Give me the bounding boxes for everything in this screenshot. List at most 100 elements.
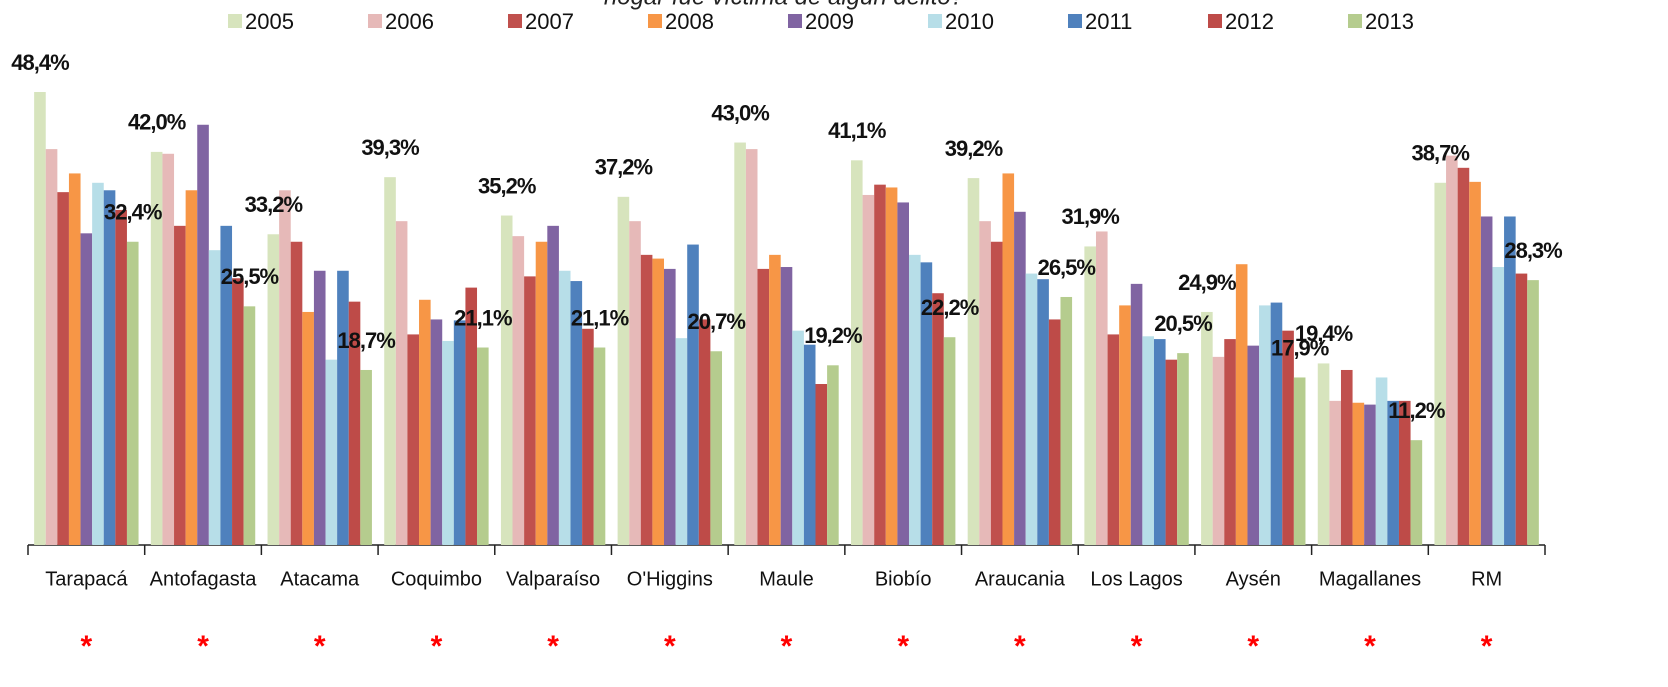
bar <box>1259 305 1271 545</box>
chart-title: hogar fue víctima de algún delito? <box>604 0 965 10</box>
bar <box>208 250 221 546</box>
data-label: 35,2% <box>478 173 536 198</box>
bar <box>734 142 746 545</box>
legend-swatch <box>1068 14 1082 28</box>
x-tick-label: Araucania <box>975 568 1066 590</box>
x-tick-label: Biobío <box>875 568 932 590</box>
data-label: 39,2% <box>945 136 1003 161</box>
bar <box>1247 345 1260 545</box>
bar <box>1317 363 1330 545</box>
bar <box>932 293 944 545</box>
legend-swatch <box>788 14 802 28</box>
bar <box>698 319 711 545</box>
bar <box>126 241 139 545</box>
bar <box>232 278 244 545</box>
bar <box>442 340 454 545</box>
bar <box>57 192 69 545</box>
data-label: 19,4% <box>1295 321 1353 346</box>
bar <box>45 149 58 546</box>
legend-swatch <box>508 14 522 28</box>
bar <box>885 187 898 545</box>
bar <box>652 258 665 545</box>
bar <box>1025 273 1038 545</box>
bar <box>430 319 443 545</box>
x-tick-label: Coquimbo <box>391 568 482 590</box>
data-label: 38,7% <box>1412 141 1470 166</box>
bar <box>1107 334 1120 545</box>
bar <box>1014 211 1026 546</box>
bar <box>337 270 349 545</box>
bar <box>1480 216 1493 546</box>
bar <box>769 254 781 545</box>
bar <box>220 225 233 545</box>
data-label: 20,7% <box>688 309 746 334</box>
bar <box>1142 336 1154 545</box>
bar <box>745 149 758 546</box>
bar <box>1270 302 1283 545</box>
bar <box>1165 359 1178 545</box>
bar <box>629 221 641 545</box>
bar <box>664 268 676 545</box>
bar <box>1457 167 1470 545</box>
bar <box>384 177 396 545</box>
data-label: 39,3% <box>361 135 419 160</box>
data-label: 22,2% <box>921 295 979 320</box>
legend-label: 2008 <box>665 9 714 34</box>
x-tick-label: Magallanes <box>1319 568 1421 590</box>
bar <box>967 178 980 546</box>
bar <box>1002 173 1015 546</box>
legend-label: 2012 <box>1225 9 1274 34</box>
data-label: 28,3% <box>1504 238 1562 263</box>
bar <box>617 196 630 545</box>
bar <box>1340 369 1353 545</box>
data-label: 21,1% <box>454 305 512 330</box>
bar <box>1282 330 1294 545</box>
bar <box>500 215 513 545</box>
significance-marker: * <box>81 630 93 663</box>
bar <box>174 225 186 545</box>
bar <box>453 320 466 545</box>
bar <box>675 338 688 545</box>
legend-swatch <box>228 14 242 28</box>
bar <box>407 334 420 545</box>
bar <box>103 190 116 546</box>
bar <box>1352 402 1365 545</box>
bar <box>710 351 723 545</box>
significance-marker: * <box>1014 630 1026 663</box>
significance-marker: * <box>1131 630 1143 663</box>
bar <box>547 225 559 545</box>
bar <box>325 359 338 545</box>
data-label: 17,9% <box>1271 335 1329 360</box>
bar <box>150 151 163 546</box>
x-tick-label: Antofagasta <box>150 568 258 590</box>
x-tick-label: Aysén <box>1226 568 1281 590</box>
bar <box>290 241 303 545</box>
bar <box>68 173 81 546</box>
legend-label: 2009 <box>805 9 854 34</box>
bar <box>185 190 198 546</box>
data-label: 21,1% <box>571 305 629 330</box>
significance-marker: * <box>1481 630 1493 663</box>
bar <box>558 270 571 545</box>
bar <box>850 160 863 545</box>
bar <box>1527 280 1539 545</box>
significance-marker: * <box>781 630 793 663</box>
bar <box>524 276 536 545</box>
bar <box>815 384 828 545</box>
bar <box>1037 279 1049 545</box>
x-tick-label: Atacama <box>280 568 360 590</box>
data-label: 26,5% <box>1038 255 1096 280</box>
bar <box>1492 267 1505 545</box>
bar <box>243 306 256 545</box>
bar <box>1410 440 1423 545</box>
data-label: 32,4% <box>104 200 162 225</box>
bar <box>1387 400 1399 545</box>
data-label: 37,2% <box>595 155 653 180</box>
data-label: 18,7% <box>337 328 395 353</box>
significance-marker: * <box>314 630 326 663</box>
significance-marker: * <box>197 630 209 663</box>
data-label: 31,9% <box>1061 204 1119 229</box>
bar <box>313 270 326 545</box>
bar <box>197 124 209 545</box>
